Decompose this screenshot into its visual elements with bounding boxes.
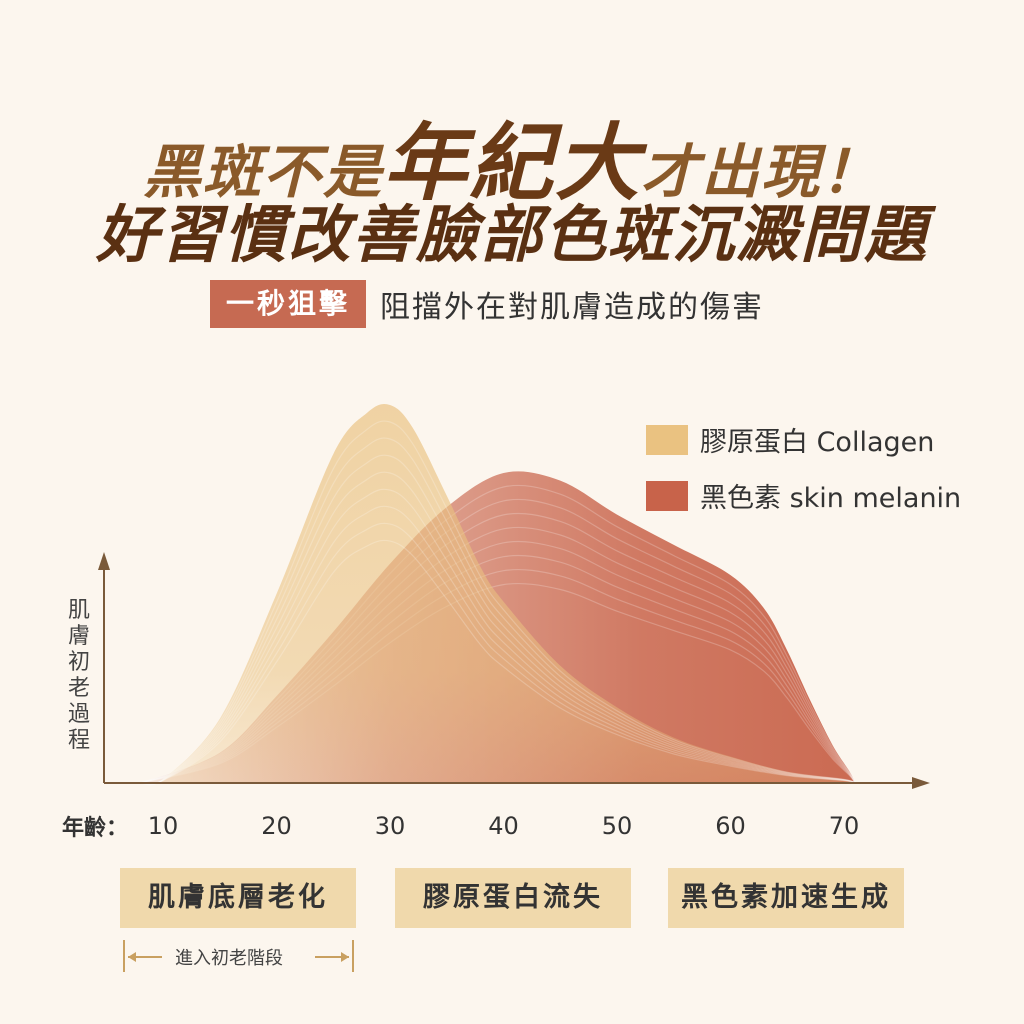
collagen-area-contour	[140, 539, 856, 785]
legend-melanin: 黑色素 skin melanin	[646, 476, 961, 515]
headline-emphasis: 年紀大	[382, 114, 641, 212]
headline-part-c: 才出現！	[641, 138, 882, 206]
range-label: 進入初老階段	[175, 948, 283, 969]
phase-aging: 肌膚底層老化	[120, 868, 356, 928]
headline-line1: 黑斑不是年紀大才出現！	[0, 96, 1024, 217]
x-tick-label: 50	[601, 812, 633, 840]
tag-text: 阻擋外在對肌膚造成的傷害	[380, 290, 765, 325]
collagen-area-contour	[140, 437, 856, 786]
collagen-area-contour	[140, 420, 856, 786]
y-axis-label-char: 程	[67, 728, 90, 753]
y-axis-label-char: 初	[67, 650, 90, 675]
x-tick-label: 10	[147, 812, 179, 840]
collagen-area-contour	[140, 488, 856, 786]
tag-badge: 一秒狙擊	[210, 280, 367, 328]
collagen-area-contour	[140, 471, 856, 786]
phase-collagen-loss: 膠原蛋白流失	[395, 868, 631, 928]
legend-label-melanin: 黑色素 skin melanin	[700, 483, 962, 514]
collagen-area	[140, 403, 856, 785]
tagline: 一秒狙擊 阻擋外在對肌膚造成的傷害	[210, 280, 764, 328]
y-axis-label-char: 老	[67, 676, 90, 701]
y-axis-label: 肌膚初老過程	[64, 598, 94, 754]
x-axis-arrow	[912, 777, 930, 789]
y-axis-label-char: 膚	[67, 624, 90, 649]
x-tick-label: 70	[828, 812, 860, 840]
legend-collagen: 膠原蛋白 Collagen	[646, 420, 934, 459]
y-axis-arrow	[98, 552, 110, 570]
headline-line2: 好習慣改善臉部色斑沉澱問題	[95, 198, 928, 271]
collagen-area-contour	[140, 522, 856, 785]
collagen-area-contour	[140, 454, 856, 786]
x-tick-label: 40	[488, 812, 519, 840]
y-axis-label-char: 過	[67, 702, 90, 727]
x-axis-label: 年齡：	[62, 816, 129, 841]
chart-axes	[98, 552, 930, 789]
x-tick-label: 20	[261, 812, 292, 840]
collagen-area-group	[140, 403, 856, 786]
legend-swatch-collagen	[646, 424, 688, 455]
collagen-area-contour	[140, 505, 856, 786]
x-tick-label: 60	[715, 812, 746, 840]
legend-swatch-melanin	[646, 480, 688, 511]
headline-part-a: 黑斑不是	[142, 138, 383, 206]
phase-melanin: 黑色素加速生成	[668, 868, 904, 928]
legend-label-collagen: 膠原蛋白 Collagen	[700, 427, 935, 458]
x-tick-label: 30	[374, 812, 406, 840]
y-axis-label-char: 肌	[67, 598, 90, 623]
